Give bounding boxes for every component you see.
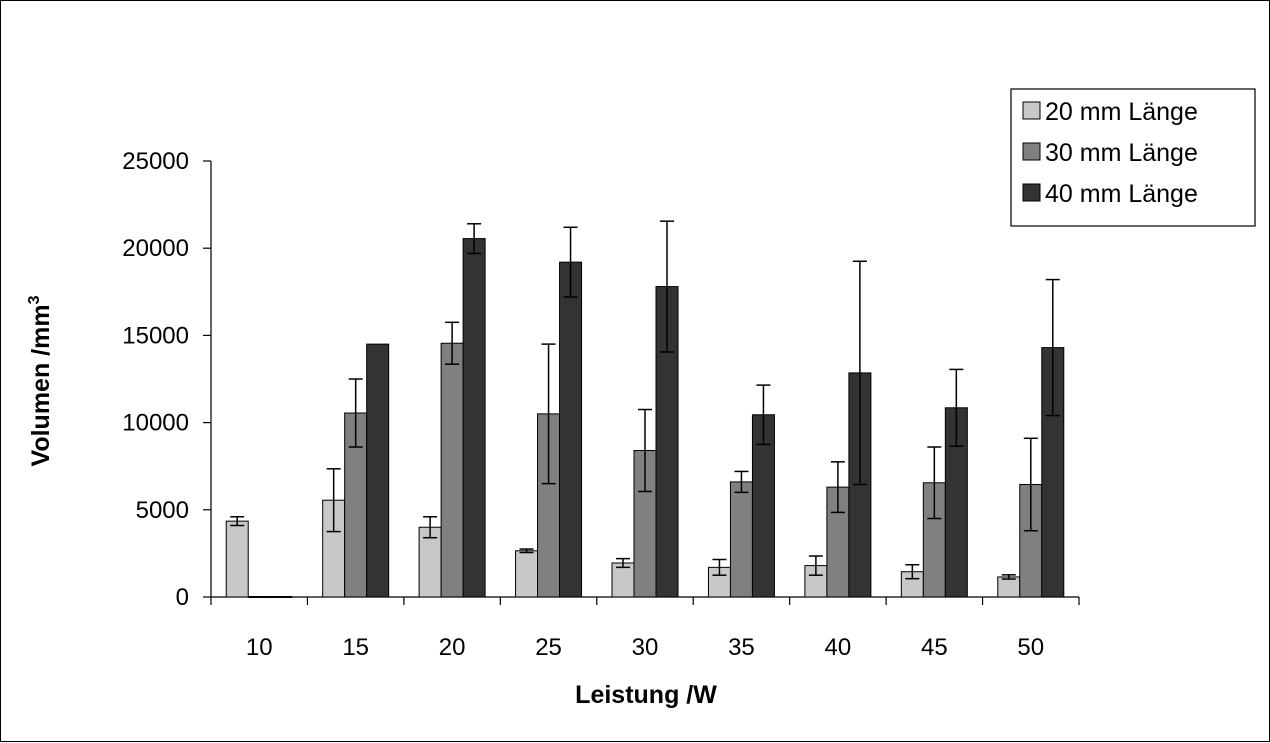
legend-swatch — [1022, 101, 1041, 120]
y-tick-label: 15000 — [122, 322, 189, 349]
y-tick-label: 25000 — [122, 148, 189, 175]
bar — [225, 520, 249, 598]
legend-label: 20 mm Länge — [1045, 98, 1198, 126]
bar-series-group — [225, 238, 1065, 598]
x-axis: 10 15 20 25 30 35 40 45 50 — [210, 596, 1080, 661]
legend-label: 30 mm Länge — [1045, 139, 1198, 167]
x-tick-label: 10 — [246, 634, 273, 661]
y-axis-title-superscript: 3 — [26, 295, 43, 304]
x-tick-label: 20 — [439, 634, 466, 661]
y-tick-label: 0 — [176, 584, 189, 611]
x-tick-label: 45 — [921, 634, 948, 661]
legend-label: 40 mm Länge — [1045, 180, 1198, 208]
bar — [462, 238, 486, 598]
bar — [729, 481, 753, 598]
y-tick-label: 20000 — [122, 235, 189, 262]
y-axis: 0 5000 10000 15000 20000 25000 — [122, 148, 212, 611]
bar — [515, 550, 539, 598]
bar — [997, 576, 1021, 598]
legend: 20 mm Länge 30 mm Länge 40 mm Länge — [1010, 88, 1256, 227]
x-tick-label: 15 — [342, 634, 369, 661]
bar — [366, 343, 390, 598]
y-tick-label: 5000 — [136, 497, 189, 524]
legend-box — [1010, 88, 1256, 227]
x-axis-title: Leistung /W — [575, 681, 717, 709]
x-tick-label: 50 — [1017, 634, 1044, 661]
legend-swatch — [1022, 142, 1041, 161]
x-tick-label: 25 — [535, 634, 562, 661]
x-tick-label: 35 — [728, 634, 755, 661]
bar — [559, 261, 583, 598]
legend-swatch — [1022, 183, 1041, 202]
y-axis-title: Volumen /mm3 — [26, 295, 55, 466]
x-tick-label: 40 — [825, 634, 852, 661]
y-tick-label: 10000 — [122, 410, 189, 437]
bar — [440, 342, 464, 598]
error-bar-group — [230, 220, 1060, 580]
x-tick-label: 30 — [632, 634, 659, 661]
y-axis-title-text: Volumen /mm — [27, 304, 55, 466]
